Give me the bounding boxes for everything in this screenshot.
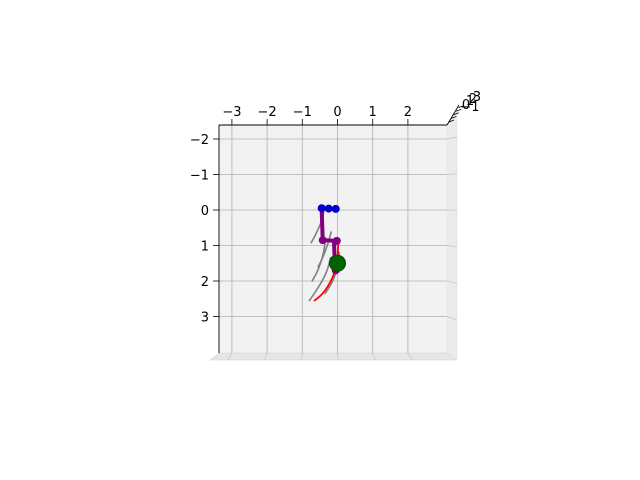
floor-gridline (337, 352, 339, 361)
z-tick (451, 116, 457, 119)
x-tick-label: −3 (222, 105, 241, 120)
x-tick-label: −1 (293, 105, 312, 120)
x-tick-label: 0 (333, 105, 341, 120)
floor-gridline (372, 352, 376, 361)
y-tick-label: 2 (201, 275, 209, 290)
y-tick-label: −2 (190, 133, 209, 148)
side-gridline (446, 316, 458, 321)
z-tick (456, 108, 462, 112)
z-tick-label: 3 (473, 90, 481, 105)
side-gridline (446, 280, 458, 284)
link-side (319, 206, 325, 243)
joint-marker (317, 204, 326, 213)
x-tick-labels: −3 −2 −1 0 1 2 (222, 105, 412, 120)
z-tick (453, 112, 459, 116)
x-tick-label: −2 (258, 105, 277, 120)
side-gridline (446, 173, 458, 175)
joint-marker (332, 236, 341, 245)
ghost-trajectory-4 (308, 257, 332, 302)
side-gridline (446, 136, 458, 140)
floor-gridline (301, 352, 303, 361)
z-tick (458, 105, 464, 108)
y-tick-label: 3 (201, 311, 209, 326)
z-tick-label: 1 (466, 94, 474, 109)
z-tick-label: 0 (462, 98, 470, 113)
y-tick-label: −1 (190, 169, 209, 184)
y-tick-labels: −2 −1 0 1 2 3 (190, 133, 209, 326)
ghost-trajectory-3 (311, 240, 326, 282)
y-tick-label: 1 (201, 240, 209, 255)
side-pane (446, 109, 458, 361)
bottom-pane (209, 352, 458, 361)
floor-gridline (264, 352, 268, 361)
z-tick-label: 2 (469, 92, 477, 107)
joint-marker (331, 204, 340, 213)
floor-gridline (407, 352, 413, 361)
z-tick-label: −1 (460, 100, 479, 115)
joint-marker (318, 236, 327, 245)
joint-marker (324, 204, 333, 213)
side-gridline (446, 245, 458, 248)
y-tick-label: 0 (201, 204, 209, 219)
target-marker (329, 254, 346, 272)
axes (213, 104, 464, 353)
z-tick (448, 119, 455, 123)
x-tick-label: 2 (404, 105, 412, 120)
floor-gridline (227, 352, 233, 361)
x-tick-label: 1 (369, 105, 377, 120)
plot-markers (317, 204, 346, 275)
